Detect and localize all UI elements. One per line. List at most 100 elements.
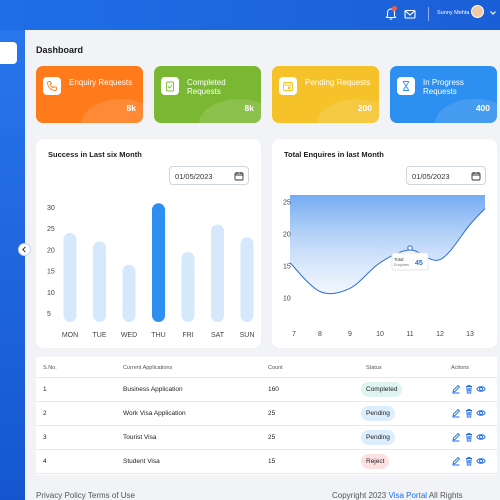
header-status: Status [366, 365, 382, 371]
view-icon[interactable] [476, 384, 486, 394]
delete-icon[interactable] [464, 432, 474, 442]
card-value: 8k [244, 103, 254, 113]
copyright-suffix: All Rights Reserved. [428, 491, 463, 500]
chevron-down-icon[interactable] [488, 8, 498, 18]
status-badge: Completed [361, 382, 403, 397]
y-tick-label: 30 [47, 205, 55, 212]
bar-sat[interactable] [211, 224, 224, 322]
x-tick-label: 11 [406, 331, 413, 338]
cell-count: 15 [268, 458, 276, 465]
avatar[interactable] [471, 5, 484, 18]
delete-icon[interactable] [464, 408, 474, 418]
view-icon[interactable] [476, 408, 486, 418]
tooltip-value: 45 [415, 260, 423, 267]
table-row: 2 Work Visa Application 25 Pending [36, 402, 497, 426]
x-tick-label: 10 [376, 331, 384, 338]
brand-link[interactable]: Visa Portal [388, 491, 428, 500]
cell-count: 25 [268, 434, 276, 441]
status-badge: Reject [361, 454, 390, 469]
card-in-progress-requests[interactable]: In Progress Requests 400 [390, 66, 497, 123]
footer-links[interactable]: Privacy Policy Terms of Use [36, 491, 135, 500]
bar-mon[interactable] [63, 232, 77, 322]
hourglass-icon [403, 81, 409, 91]
x-tick-label: FRI [182, 332, 193, 339]
view-icon[interactable] [476, 456, 486, 466]
calendar-icon [283, 81, 293, 91]
user-name[interactable]: Sunny Mehta [437, 10, 470, 16]
date-value: 01/05/2023 [412, 172, 450, 181]
edit-icon[interactable] [451, 432, 461, 442]
card-value: 200 [357, 103, 372, 113]
enquires-chart-panel: Total Enquires in last Month 01/05/2023 … [272, 139, 497, 348]
cell-count: 160 [268, 386, 279, 393]
edit-icon[interactable] [451, 384, 461, 394]
cell-application: Business Application [123, 386, 183, 393]
copyright-prefix: Copyright 2023 [332, 491, 387, 500]
cell-sno: 1 [43, 386, 47, 393]
enquires-area-chart: 10 15 20 25 7 8 9 10 11 12 13 Total Enquires 45 [283, 195, 486, 338]
card-completed-requests[interactable]: Completed Requests 8k [154, 66, 261, 123]
y-tick-label: 15 [47, 269, 55, 276]
enquires-chart-title: Total Enquires in last Month [284, 150, 384, 159]
header-count: Count [268, 365, 283, 371]
card-value: 8k [126, 103, 136, 113]
success-date-picker[interactable]: 01/05/2023 [169, 166, 249, 185]
y-tick-label: 5 [47, 311, 51, 318]
delete-icon[interactable] [464, 456, 474, 466]
tooltip-point[interactable] [407, 245, 413, 251]
chevron-left-icon [22, 246, 26, 253]
card-pending-requests[interactable]: Pending Requests 200 [272, 66, 379, 123]
tooltip-label: Total Enquires [394, 257, 409, 267]
table-row: 1 Business Application 160 Completed [36, 378, 497, 402]
bar-tue[interactable] [93, 241, 106, 322]
table-header: S.No. Current Applications Count Status … [36, 357, 497, 378]
enquires-date-picker[interactable]: 01/05/2023 [406, 166, 486, 185]
y-tick-label: 20 [47, 247, 55, 254]
card-label: Completed Requests [187, 78, 226, 96]
y-tick-label: 25 [283, 200, 291, 207]
check-clipboard-icon [166, 81, 174, 92]
card-enquiry-requests[interactable]: Enquiry Requests 8k [36, 66, 143, 123]
cell-application: Tourist Visa [123, 434, 157, 441]
sidebar-collapse-button[interactable] [18, 243, 31, 256]
y-tick-label: 10 [47, 290, 55, 297]
x-tick-label: TUE [93, 332, 107, 339]
bar-fri[interactable] [181, 252, 195, 322]
sidebar-active-item[interactable] [0, 42, 17, 64]
bar-sun[interactable] [240, 237, 254, 322]
card-label: In Progress Requests [423, 78, 464, 96]
bar-thu[interactable] [152, 203, 165, 322]
card-label: Pending Requests [305, 78, 371, 87]
x-tick-label: 8 [318, 331, 322, 338]
y-tick-label: 25 [47, 226, 55, 233]
x-tick-label: 12 [436, 331, 444, 338]
edit-icon[interactable] [451, 456, 461, 466]
applications-table: S.No. Current Applications Count Status … [36, 357, 497, 475]
cell-sno: 4 [43, 458, 47, 465]
y-tick-label: 10 [283, 295, 291, 302]
cell-application: Student Visa [123, 458, 160, 465]
calendar-icon [471, 172, 481, 181]
phone-icon [47, 81, 57, 91]
notification-dot [392, 6, 397, 11]
y-tick-label: 15 [283, 263, 291, 270]
cell-sno: 2 [43, 410, 47, 417]
delete-icon[interactable] [464, 384, 474, 394]
y-tick-label: 20 [283, 232, 291, 239]
status-badge: Pending [361, 430, 395, 445]
view-icon[interactable] [476, 432, 486, 442]
x-tick-label: THU [151, 332, 165, 339]
x-tick-label: SUN [240, 332, 255, 339]
cell-sno: 3 [43, 434, 47, 441]
success-chart-panel: Success in Last six Month 01/05/2023 5 10… [36, 139, 261, 348]
bar-wed[interactable] [122, 264, 136, 322]
enquires-area [290, 195, 485, 294]
table-row: 3 Tourist Visa 25 Pending [36, 426, 497, 450]
card-value: 400 [475, 103, 490, 113]
cell-count: 25 [268, 410, 276, 417]
edit-icon[interactable] [451, 408, 461, 418]
mail-icon[interactable] [403, 7, 417, 21]
x-tick-label: 9 [348, 331, 352, 338]
topbar-divider [428, 7, 429, 21]
top-bar: Sunny Mehta [0, 0, 500, 30]
